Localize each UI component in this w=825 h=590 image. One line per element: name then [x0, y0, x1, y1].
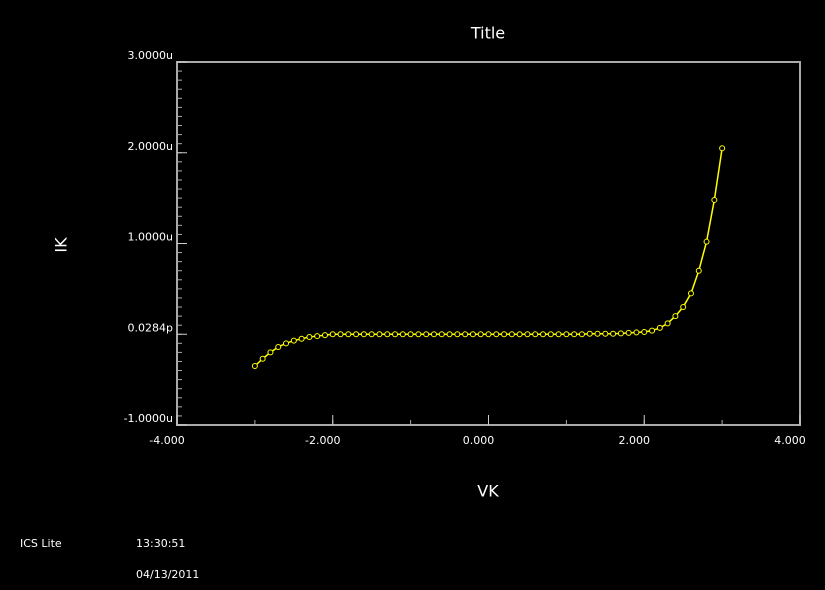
data-point — [610, 330, 617, 337]
date: 04/13/2011 — [136, 568, 199, 581]
data-point — [283, 340, 290, 347]
data-point — [625, 329, 632, 336]
x-tick-label: 0.000 — [463, 434, 495, 447]
data-point — [329, 331, 336, 338]
y-tick-label: -1.0000u — [124, 412, 173, 425]
data-point — [430, 331, 437, 338]
chart-title: Title — [470, 24, 505, 43]
y-tick-label: 1.0000u — [128, 231, 173, 244]
data-point — [664, 320, 671, 327]
data-point — [656, 324, 663, 331]
data-point — [547, 331, 554, 338]
data-point — [641, 328, 648, 335]
x-tick-label: 2.000 — [619, 434, 651, 447]
y-tick-label: 0.0284p — [128, 321, 173, 334]
data-point — [423, 331, 430, 338]
time: 13:30:51 — [136, 537, 185, 550]
x-tick-label: -4.000 — [149, 434, 184, 447]
data-point — [407, 331, 414, 338]
data-point — [649, 327, 656, 334]
data-point — [399, 331, 406, 338]
data-point — [314, 333, 321, 340]
data-point — [680, 304, 687, 311]
data-point — [345, 331, 352, 338]
data-point — [251, 363, 258, 370]
x-axis-label: VK — [477, 482, 499, 501]
data-point — [415, 331, 422, 338]
data-point — [485, 331, 492, 338]
data-point — [477, 331, 484, 338]
data-point — [672, 313, 679, 320]
data-point — [321, 332, 328, 339]
data-point — [695, 267, 702, 274]
data-point — [563, 331, 570, 338]
data-point — [298, 335, 305, 342]
data-point — [532, 331, 539, 338]
data-point — [555, 331, 562, 338]
data-point — [454, 331, 461, 338]
data-point — [602, 330, 609, 337]
data-point — [617, 330, 624, 337]
data-point — [306, 333, 313, 340]
data-point — [508, 331, 515, 338]
data-point — [446, 331, 453, 338]
x-tick-label: 4.000 — [774, 434, 806, 447]
data-point — [586, 330, 593, 337]
data-point — [376, 331, 383, 338]
data-point — [571, 331, 578, 338]
data-point — [368, 331, 375, 338]
data-point — [384, 331, 391, 338]
data-point — [711, 196, 718, 203]
data-point — [259, 355, 266, 362]
data-point — [275, 343, 282, 350]
y-tick-label: 2.0000u — [128, 140, 173, 153]
data-point — [687, 290, 694, 297]
y-axis-label: IK — [52, 237, 71, 253]
data-point — [360, 331, 367, 338]
data-point — [703, 238, 710, 245]
data-point — [719, 145, 726, 152]
x-tick-label: -2.000 — [305, 434, 340, 447]
data-point — [594, 330, 601, 337]
data-point — [462, 331, 469, 338]
app-name: ICS Lite — [20, 537, 62, 550]
data-point — [469, 331, 476, 338]
data-point — [337, 331, 344, 338]
data-point — [540, 331, 547, 338]
data-point — [578, 331, 585, 338]
data-point — [290, 337, 297, 344]
data-point — [633, 329, 640, 336]
data-point — [501, 331, 508, 338]
data-point — [493, 331, 500, 338]
data-point — [524, 331, 531, 338]
data-point — [438, 331, 445, 338]
data-point — [353, 331, 360, 338]
y-tick-label: 3.0000u — [128, 49, 173, 62]
data-point — [392, 331, 399, 338]
data-point — [516, 331, 523, 338]
data-point — [267, 349, 274, 356]
